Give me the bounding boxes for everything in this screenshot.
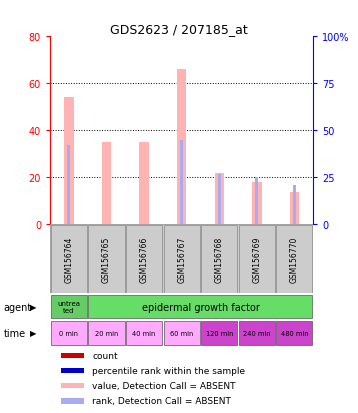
Bar [276, 321, 313, 345]
Text: count: count [92, 351, 118, 360]
Bar [164, 321, 200, 345]
Bar [252, 183, 262, 225]
Bar [61, 398, 84, 404]
Text: GSM156770: GSM156770 [290, 236, 299, 282]
Bar [214, 173, 224, 225]
Text: 40 min: 40 min [132, 330, 156, 336]
Bar [102, 143, 111, 225]
Bar [201, 321, 237, 345]
Bar [51, 295, 87, 319]
Bar [180, 140, 183, 225]
Bar [139, 143, 149, 225]
Text: untrea
ted: untrea ted [57, 301, 81, 313]
Text: 0 min: 0 min [59, 330, 78, 336]
Text: 60 min: 60 min [170, 330, 193, 336]
Bar [67, 146, 71, 225]
Text: time: time [4, 328, 26, 338]
Text: agent: agent [4, 302, 32, 312]
Bar [88, 321, 125, 345]
Bar [126, 321, 162, 345]
Bar [88, 225, 125, 293]
Text: GDS2623 / 207185_at: GDS2623 / 207185_at [110, 23, 248, 36]
Text: ▶: ▶ [30, 302, 37, 311]
Bar [201, 225, 237, 293]
Bar [61, 368, 84, 373]
Text: percentile rank within the sample: percentile rank within the sample [92, 366, 245, 375]
Bar [239, 321, 275, 345]
Bar [276, 225, 313, 293]
Bar [239, 225, 275, 293]
Text: ▶: ▶ [30, 329, 37, 338]
Bar [64, 98, 74, 225]
Bar [177, 70, 187, 225]
Text: value, Detection Call = ABSENT: value, Detection Call = ABSENT [92, 381, 236, 390]
Bar [61, 383, 84, 389]
Bar [293, 185, 296, 225]
Bar [51, 225, 87, 293]
Bar [290, 192, 299, 225]
Text: 480 min: 480 min [281, 330, 308, 336]
Bar [51, 321, 87, 345]
Text: epidermal growth factor: epidermal growth factor [141, 302, 260, 312]
Text: GSM156767: GSM156767 [177, 236, 186, 282]
Bar [218, 174, 221, 225]
Text: 120 min: 120 min [205, 330, 233, 336]
Text: GSM156764: GSM156764 [64, 236, 73, 282]
Text: 20 min: 20 min [95, 330, 118, 336]
Bar [61, 353, 84, 358]
Text: 240 min: 240 min [243, 330, 271, 336]
Bar [255, 178, 258, 225]
Bar [164, 225, 200, 293]
Text: rank, Detection Call = ABSENT: rank, Detection Call = ABSENT [92, 396, 231, 405]
Text: GSM156768: GSM156768 [215, 236, 224, 282]
Text: GSM156769: GSM156769 [252, 236, 261, 282]
Bar [88, 295, 313, 319]
Text: GSM156765: GSM156765 [102, 236, 111, 282]
Bar [126, 225, 162, 293]
Text: GSM156766: GSM156766 [140, 236, 149, 282]
